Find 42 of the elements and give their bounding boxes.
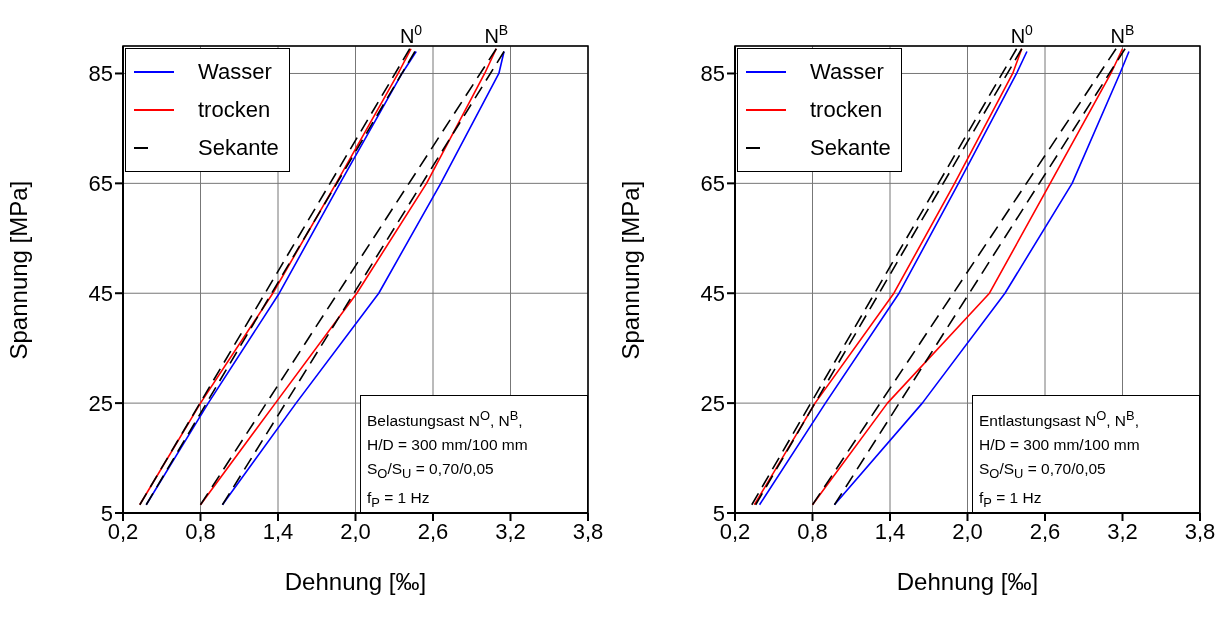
- x-axis-title: Dehnung [‰]: [896, 568, 1039, 595]
- x-tick-label: 1,4: [262, 518, 294, 544]
- annotation: Entlastungsast N$^{O}$, N$^{B}$,: [979, 407, 1140, 432]
- annotation: N$^{B}$: [484, 21, 509, 47]
- annotation: f$_{P}$ = 1 Hz: [979, 488, 1043, 513]
- legend-label: trocken: [810, 97, 883, 123]
- y-tick-label: 65: [700, 171, 725, 197]
- x-tick-label: 3,2: [495, 518, 526, 544]
- y-tick-label: 25: [700, 390, 725, 416]
- x-tick-label: 2,6: [417, 518, 449, 544]
- x-tick-label: 0,8: [797, 518, 828, 544]
- legend-label: Wasser: [810, 59, 884, 85]
- legend-label: Wasser: [198, 59, 272, 85]
- x-axis-title: Dehnung [‰]: [284, 568, 427, 595]
- x-tick-label: 2,0: [952, 518, 983, 544]
- y-axis-title: Spannung [MPa]: [616, 180, 644, 360]
- x-tick-label: 0,8: [185, 518, 216, 544]
- annotation: N$^{0}$: [399, 21, 423, 47]
- legend-label: trocken: [198, 97, 271, 123]
- x-tick-label: 1,4: [874, 518, 906, 544]
- annotation: N$^{B}$: [1110, 21, 1135, 47]
- y-tick-label: 45: [700, 281, 725, 307]
- x-tick-label: 2,0: [340, 518, 371, 544]
- annotation: f$_{P}$ = 1 Hz: [367, 488, 431, 513]
- y-tick-label: 45: [88, 281, 113, 307]
- annotation: H/D = 300 mm/100 mm: [367, 435, 529, 456]
- annotation: Belastungsast N$^{O}$, N$^{B}$,: [367, 407, 524, 432]
- annotation: N$^{0}$: [1010, 21, 1034, 47]
- legend-label: Sekante: [810, 135, 891, 161]
- x-tick-label: 3,8: [572, 518, 604, 544]
- y-axis-title: Spannung [MPa]: [4, 180, 32, 360]
- y-tick-label: 65: [88, 171, 113, 197]
- x-tick-label: 2,6: [1029, 518, 1061, 544]
- annotation: S$_{O}$/S$_{U}$ = 0,70/0,05: [979, 459, 1107, 484]
- annotation: H/D = 300 mm/100 mm: [979, 435, 1141, 456]
- x-tick-label: 3,8: [1184, 518, 1216, 544]
- y-tick-label: 85: [88, 61, 113, 87]
- x-tick-label: 3,2: [1107, 518, 1138, 544]
- y-tick-label: 25: [88, 390, 113, 416]
- legend-label: Sekante: [198, 135, 279, 161]
- annotation: S$_{O}$/S$_{U}$ = 0,70/0,05: [367, 459, 495, 484]
- y-tick-label: 85: [700, 61, 725, 87]
